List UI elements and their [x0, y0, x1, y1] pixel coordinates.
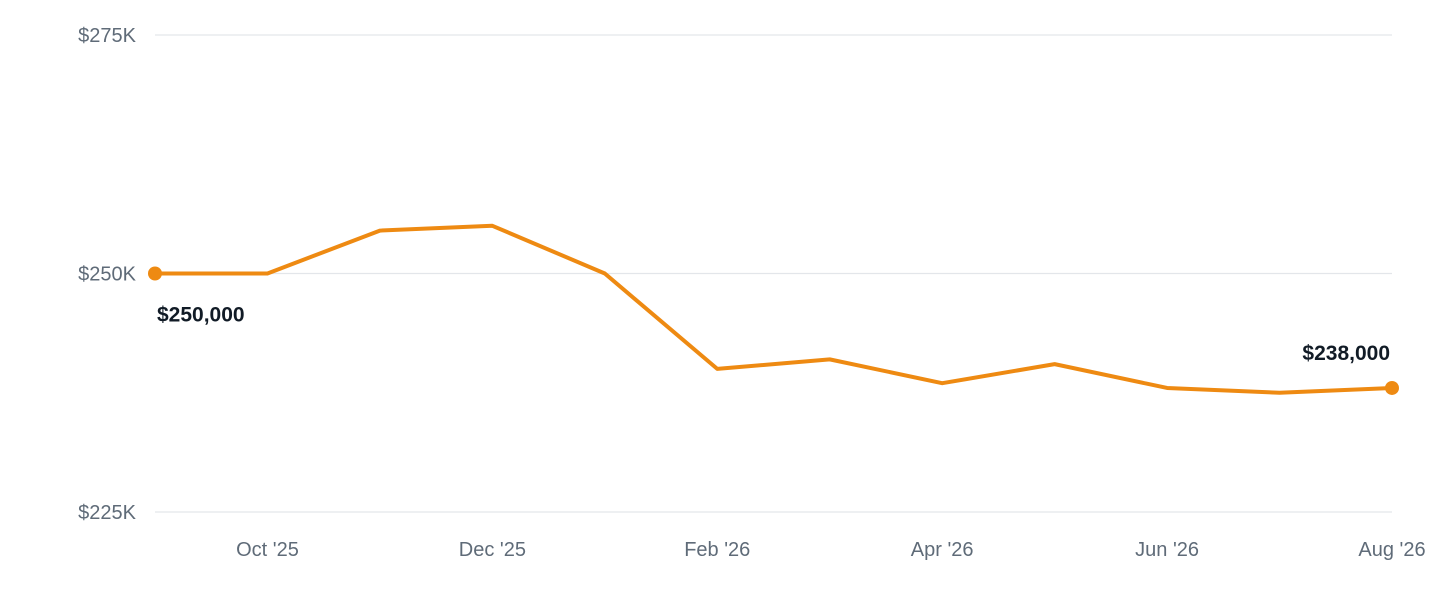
endpoint-marker[interactable] — [148, 266, 162, 281]
y-axis: $225K $250K $275K — [78, 25, 136, 524]
x-tick-label: Oct '25 — [236, 539, 299, 561]
x-tick-label: Feb '26 — [684, 539, 750, 561]
x-axis: Oct '25 Dec '25 Feb '26 Apr '26 Jun '26 Aug '… — [236, 539, 1426, 561]
y-tick-label: $250K — [78, 264, 136, 286]
x-tick-label: Aug '26 — [1358, 539, 1425, 561]
grid-layer — [155, 34, 1392, 513]
series-line — [153, 223, 1394, 395]
x-tick-label: Apr '26 — [911, 539, 974, 561]
data-label: $250,000 — [157, 304, 245, 327]
annotation-layer: $250,000 $238,000 — [157, 304, 1390, 365]
endpoint-marker[interactable] — [1385, 380, 1399, 395]
x-tick-label: Dec '25 — [459, 539, 526, 561]
x-tick-label: Jun '26 — [1135, 539, 1199, 561]
y-tick-label: $225K — [78, 502, 136, 524]
y-tick-label: $275K — [78, 25, 136, 47]
series-layer — [148, 223, 1399, 395]
data-label: $238,000 — [1302, 342, 1390, 365]
